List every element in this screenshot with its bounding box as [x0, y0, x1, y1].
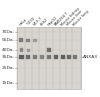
Bar	[73, 55, 77, 58]
Bar	[48, 56, 51, 58]
Text: RAW264.7: RAW264.7	[54, 11, 69, 27]
Bar	[20, 39, 23, 41]
Text: Mouse liver: Mouse liver	[66, 10, 84, 27]
Bar	[27, 49, 30, 52]
Text: 25Da-: 25Da-	[2, 66, 15, 70]
Bar	[55, 56, 58, 58]
Bar	[47, 48, 51, 52]
Bar	[26, 55, 30, 59]
Text: Mouse lung: Mouse lung	[72, 10, 89, 27]
Bar	[33, 55, 37, 58]
Bar	[20, 48, 23, 52]
Bar	[20, 49, 23, 51]
Text: K562: K562	[40, 18, 49, 27]
Text: 70Da-: 70Da-	[2, 30, 15, 34]
Bar	[54, 55, 58, 59]
Bar	[26, 39, 30, 42]
Bar	[27, 39, 30, 41]
Bar	[48, 49, 51, 51]
Bar	[67, 56, 71, 58]
Bar	[61, 55, 65, 59]
Text: MCF-7: MCF-7	[33, 16, 43, 27]
Bar	[19, 55, 24, 59]
Text: HeLa: HeLa	[19, 18, 28, 27]
Text: 15Da-: 15Da-	[2, 81, 15, 85]
Bar	[34, 39, 37, 42]
Bar	[27, 56, 30, 58]
Text: HepG2: HepG2	[46, 15, 58, 27]
Text: ANXA3: ANXA3	[83, 55, 98, 59]
Text: 40Da-: 40Da-	[2, 48, 15, 52]
Bar	[17, 27, 81, 89]
Bar	[34, 56, 37, 58]
Bar	[47, 55, 51, 59]
Bar	[67, 55, 71, 59]
Bar	[19, 39, 24, 42]
Bar	[62, 56, 65, 58]
Bar	[41, 56, 44, 58]
Bar	[73, 56, 76, 58]
Bar	[27, 49, 30, 51]
Bar	[20, 56, 23, 58]
Bar	[34, 39, 37, 41]
Text: 55Da-: 55Da-	[2, 38, 15, 42]
Bar	[40, 55, 44, 58]
Text: Mouse kidney: Mouse kidney	[60, 6, 81, 27]
Text: 35Da-: 35Da-	[2, 55, 15, 59]
Text: T-47D: T-47D	[26, 17, 36, 27]
